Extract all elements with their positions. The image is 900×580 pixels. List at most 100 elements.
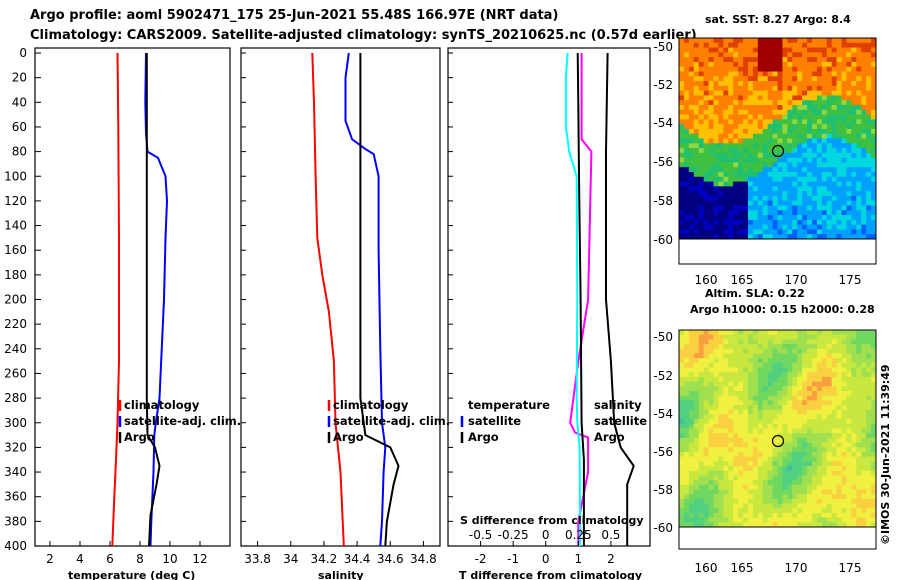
map-cell [856, 224, 862, 230]
map-cell [807, 66, 813, 72]
map-cell [757, 344, 764, 350]
map-cell [688, 475, 695, 481]
map-cell [747, 470, 754, 476]
map-cell [767, 195, 774, 202]
map-cell [718, 157, 724, 163]
map-cell [831, 358, 838, 364]
map-cell [851, 215, 857, 221]
map-cell [826, 57, 833, 63]
map-cell [713, 200, 719, 206]
map-cell [762, 114, 769, 120]
map-cell [821, 38, 828, 44]
map-cell [688, 219, 695, 226]
map-cell [743, 195, 749, 202]
map-cell [831, 353, 838, 359]
map-cell [826, 124, 833, 130]
temperature-tick-label: 12 [192, 552, 207, 566]
map-cell [802, 105, 808, 111]
map-cell [856, 494, 862, 500]
map-cell [782, 395, 788, 401]
map-cell [797, 38, 803, 44]
map-cell [679, 66, 685, 72]
map-cell [772, 81, 778, 87]
map-cell [787, 372, 793, 378]
map-cell [831, 437, 838, 444]
map-cell [743, 470, 749, 476]
map-cell [777, 176, 783, 183]
map-cell [831, 95, 838, 101]
map-cell [747, 456, 754, 462]
map-cell [713, 186, 719, 192]
map-cell [757, 376, 764, 383]
map-cell [841, 470, 847, 476]
map-cell [836, 395, 843, 401]
map-cell [861, 114, 867, 120]
map-cell [723, 470, 729, 476]
map-cell [861, 219, 867, 226]
map-cell [752, 494, 759, 500]
map-cell [772, 219, 778, 226]
map-cell [826, 47, 833, 53]
map-cell [851, 437, 857, 444]
map-cell [816, 71, 823, 77]
map-cell [698, 522, 705, 528]
map-cell [698, 38, 705, 44]
salinity-legend: climatology satellite-adj. clim. Argo [327, 398, 450, 444]
map-cell [797, 66, 803, 72]
map-cell [772, 100, 778, 106]
map-cell [807, 390, 813, 397]
map-cell [767, 224, 774, 230]
map-cell [679, 143, 685, 149]
map-cell [679, 167, 685, 173]
map-cell [728, 167, 734, 173]
map-cell [747, 162, 754, 168]
map-cell [836, 38, 843, 44]
map-cell [718, 191, 724, 197]
map-cell [787, 344, 793, 350]
map-cell [811, 470, 818, 476]
map-cell [772, 362, 778, 369]
map-cell [841, 508, 847, 514]
map-cell [733, 42, 739, 49]
map-cell [762, 162, 769, 168]
map-cell [743, 475, 749, 481]
map-cell [851, 358, 857, 364]
map-cell [807, 353, 813, 359]
map-cell [713, 105, 719, 111]
map-cell [821, 475, 828, 481]
map-cell [866, 451, 872, 458]
map-cell [811, 433, 818, 439]
map-cell [802, 395, 808, 401]
map-cell [693, 419, 700, 425]
map-cell [811, 119, 818, 125]
map-cell [747, 52, 754, 58]
map-cell [802, 376, 808, 383]
map-cell [728, 81, 734, 87]
map-cell [693, 109, 700, 116]
map-cell [836, 210, 843, 216]
map-cell [866, 85, 872, 92]
map-lon-label: 175 [839, 561, 862, 575]
map-cell [846, 405, 852, 411]
map-cell [738, 517, 744, 523]
map-cell [777, 172, 783, 178]
map-cell [743, 133, 749, 139]
map-cell [856, 475, 862, 481]
map-cell [826, 38, 833, 44]
map-cell [733, 138, 739, 144]
map-cell [871, 428, 877, 434]
map-cell [826, 344, 833, 350]
map-cell [846, 508, 852, 514]
map-cell [713, 400, 719, 406]
map-cell [693, 90, 700, 96]
map-cell [861, 133, 867, 139]
map-cell [723, 224, 729, 230]
map-cell [698, 376, 705, 383]
map-cell [826, 508, 833, 514]
map-cell [728, 498, 734, 505]
map-cell [752, 437, 759, 444]
map-cell [811, 508, 818, 514]
map-cell [723, 428, 729, 434]
map-cell [743, 395, 749, 401]
map-cell [797, 405, 803, 411]
